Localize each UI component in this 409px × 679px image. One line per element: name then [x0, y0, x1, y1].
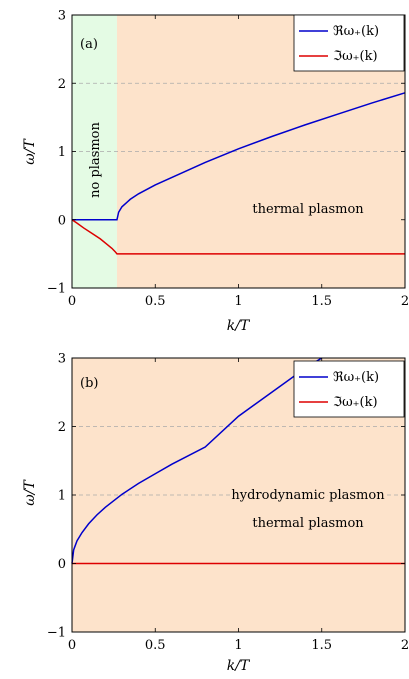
x-tick-label: 0 [68, 638, 76, 653]
x-tick-label: 2 [401, 638, 409, 653]
x-tick-label: 1 [234, 294, 242, 309]
legend-entry-im: ℑω₊(k) [333, 395, 378, 410]
y-tick-label: 2 [58, 77, 66, 92]
y-tick-label: 0 [58, 557, 66, 572]
panel-label: (a) [80, 37, 98, 52]
y-tick-label: 3 [58, 9, 66, 24]
y-tick-label: −1 [47, 282, 66, 297]
series-re-omega [72, 92, 406, 221]
y-axis-label: ω/T [22, 138, 38, 165]
panel-label: (b) [80, 376, 98, 391]
annotation-thermal-plasmon: thermal plasmon [252, 202, 364, 217]
legend-entry-im: ℑω₊(k) [333, 49, 378, 64]
x-tick-label: 0 [68, 294, 76, 309]
y-axis-label: ω/T [22, 479, 38, 506]
legend-entry-re: ℜω₊(k) [333, 370, 379, 385]
x-tick-label: 1 [234, 638, 242, 653]
y-tick-label: 3 [58, 352, 66, 367]
x-axis-label: k/T [227, 658, 251, 674]
y-tick-label: 1 [58, 145, 66, 160]
series-re-omega [71, 357, 323, 564]
series-im-omega [71, 219, 405, 255]
x-tick-label: 2 [401, 294, 409, 309]
x-tick-label: 0.5 [145, 638, 166, 653]
annotation-thermal-plasmon: thermal plasmon [252, 516, 364, 531]
legend: ℜω₊(k) ℑω₊(k) [293, 14, 405, 72]
y-tick-label: −1 [47, 626, 66, 641]
x-axis-label: k/T [227, 318, 251, 334]
x-tick-label: 1.5 [311, 294, 332, 309]
legend-entry-re: ℜω₊(k) [333, 24, 379, 39]
annotation-hydrodynamic-plasmon: hydrodynamic plasmon [231, 488, 385, 503]
legend: ℜω₊(k) ℑω₊(k) [293, 360, 405, 418]
x-tick-label: 1.5 [311, 638, 332, 653]
y-tick-label: 0 [58, 213, 66, 228]
y-tick-label: 2 [58, 420, 66, 435]
y-tick-label: 1 [58, 489, 66, 504]
annotation-no-plasmon: no plasmon [88, 121, 103, 197]
x-tick-label: 0.5 [145, 294, 166, 309]
